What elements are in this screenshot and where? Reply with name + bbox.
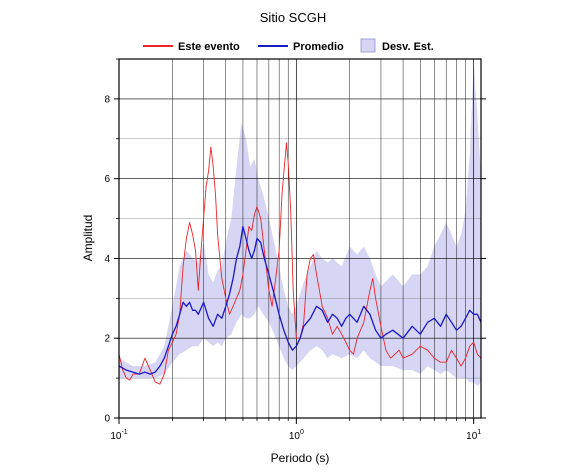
y-tick-label: 6: [104, 174, 110, 185]
std-band-layer: [119, 63, 481, 387]
y-axis-label: Amplitud: [81, 215, 95, 262]
y-tick-label: 8: [104, 94, 110, 105]
x-tick-label: 10-1: [110, 429, 127, 442]
x-axis-ticks: 10-1 100 101: [110, 418, 481, 442]
x-axis-label: Periodo (s): [271, 451, 330, 465]
legend-label-1: Promedio: [293, 41, 344, 53]
x-tick-label: 101: [466, 429, 481, 442]
series-line-este-evento: [119, 142, 481, 385]
y-tick-label: 0: [104, 414, 110, 425]
grid: [119, 59, 481, 418]
series-layer: [119, 142, 481, 385]
chart-title: Sitio SCGH: [260, 10, 326, 25]
legend-label-2: Desv. Est.: [382, 41, 434, 53]
legend-label-0: Este evento: [178, 41, 240, 53]
plot-frame: [118, 58, 482, 419]
series-line-promedio: [119, 225, 481, 375]
x-tick-label: 100: [289, 429, 304, 442]
y-tick-label: 2: [104, 334, 110, 345]
std-band: [119, 63, 481, 387]
y-tick-label: 4: [104, 254, 110, 265]
legend: Este evento Promedio Desv. Est.: [143, 38, 434, 53]
legend-swatch-band: [360, 38, 376, 53]
y-axis-ticks: 0 2 4 6 8: [104, 58, 486, 425]
